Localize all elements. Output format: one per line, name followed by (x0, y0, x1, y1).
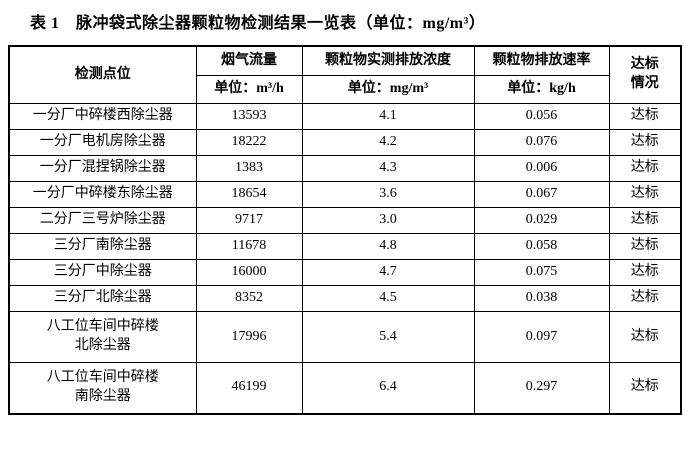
cell-point: 一分厂中碎楼东除尘器 (8, 181, 197, 208)
cell-rate: 0.029 (473, 207, 610, 234)
results-table: 检测点位 烟气流量 颗粒物实测排放浓度 颗粒物排放速率 达标 情况 单位：m³/… (8, 45, 682, 415)
cell-rate: 0.006 (473, 155, 610, 182)
header-flow-name: 烟气流量 (195, 45, 303, 76)
header-concentration-unit: 单位：mg/m³ (301, 75, 475, 104)
header-point: 检测点位 (8, 45, 197, 104)
cell-flow: 11678 (195, 233, 303, 260)
cell-flow: 46199 (195, 362, 303, 414)
table-row: 三分厂南除尘器 11678 4.8 0.058 达标 (8, 233, 682, 260)
cell-rate: 0.076 (473, 129, 610, 156)
cell-point: 二分厂三号炉除尘器 (8, 207, 197, 234)
header-rate-name: 颗粒物排放速率 (473, 45, 610, 76)
cell-concentration: 5.4 (301, 311, 475, 363)
cell-concentration: 4.1 (301, 103, 475, 130)
table-row: 三分厂中除尘器 16000 4.7 0.075 达标 (8, 259, 682, 286)
cell-status: 达标 (608, 259, 682, 286)
header-row-1: 检测点位 烟气流量 颗粒物实测排放浓度 颗粒物排放速率 达标 情况 (8, 45, 682, 104)
cell-flow: 17996 (195, 311, 303, 363)
cell-point: 一分厂电机房除尘器 (8, 129, 197, 156)
table-row: 一分厂中碎楼东除尘器 18654 3.6 0.067 达标 (8, 181, 682, 208)
cell-flow: 16000 (195, 259, 303, 286)
cell-concentration: 4.5 (301, 285, 475, 312)
cell-point: 三分厂南除尘器 (8, 233, 197, 260)
cell-rate: 0.056 (473, 103, 610, 130)
cell-point: 三分厂北除尘器 (8, 285, 197, 312)
cell-flow: 1383 (195, 155, 303, 182)
cell-concentration: 4.7 (301, 259, 475, 286)
cell-flow: 8352 (195, 285, 303, 312)
cell-rate: 0.297 (473, 362, 610, 414)
cell-concentration: 4.8 (301, 233, 475, 260)
cell-concentration: 3.0 (301, 207, 475, 234)
cell-point: 三分厂中除尘器 (8, 259, 197, 286)
cell-status: 达标 (608, 285, 682, 312)
cell-flow: 13593 (195, 103, 303, 130)
cell-status: 达标 (608, 155, 682, 182)
cell-status: 达标 (608, 103, 682, 130)
cell-status: 达标 (608, 181, 682, 208)
cell-status: 达标 (608, 362, 682, 414)
cell-rate: 0.097 (473, 311, 610, 363)
page-title: 表 1 脉冲袋式除尘器颗粒物检测结果一览表（单位：mg/m³） (30, 15, 486, 32)
cell-status: 达标 (608, 207, 682, 234)
cell-status: 达标 (608, 129, 682, 156)
header-status: 达标 情况 (608, 45, 682, 104)
table-row: 八工位车间中碎楼 南除尘器 46199 6.4 0.297 达标 (8, 362, 682, 414)
table-row: 一分厂中碎楼西除尘器 13593 4.1 0.056 达标 (8, 103, 682, 130)
table-row: 二分厂三号炉除尘器 9717 3.0 0.029 达标 (8, 207, 682, 234)
header-flow-unit: 单位：m³/h (195, 75, 303, 104)
cell-concentration: 3.6 (301, 181, 475, 208)
cell-status: 达标 (608, 311, 682, 363)
cell-point: 八工位车间中碎楼 南除尘器 (8, 362, 197, 414)
header-rate-unit: 单位：kg/h (473, 75, 610, 104)
header-concentration-name: 颗粒物实测排放浓度 (301, 45, 475, 76)
cell-rate: 0.075 (473, 259, 610, 286)
cell-point: 一分厂中碎楼西除尘器 (8, 103, 197, 130)
table-row: 一分厂电机房除尘器 18222 4.2 0.076 达标 (8, 129, 682, 156)
header-row-2: 单位：m³/h 单位：mg/m³ 单位：kg/h (9, 75, 681, 104)
table-row: 一分厂混捏锅除尘器 1383 4.3 0.006 达标 (8, 155, 682, 182)
table-row: 三分厂北除尘器 8352 4.5 0.038 达标 (8, 285, 682, 312)
cell-flow: 18222 (195, 129, 303, 156)
cell-point: 一分厂混捏锅除尘器 (8, 155, 197, 182)
cell-rate: 0.038 (473, 285, 610, 312)
cell-concentration: 4.3 (301, 155, 475, 182)
cell-concentration: 6.4 (301, 362, 475, 414)
cell-concentration: 4.2 (301, 129, 475, 156)
table-body: 一分厂中碎楼西除尘器 13593 4.1 0.056 达标 一分厂电机房除尘器 … (8, 103, 682, 414)
cell-rate: 0.058 (473, 233, 610, 260)
cell-rate: 0.067 (473, 181, 610, 208)
cell-flow: 18654 (195, 181, 303, 208)
cell-status: 达标 (608, 233, 682, 260)
table-header: 检测点位 烟气流量 颗粒物实测排放浓度 颗粒物排放速率 达标 情况 单位：m³/… (8, 45, 682, 104)
cell-flow: 9717 (195, 207, 303, 234)
cell-point: 八工位车间中碎楼 北除尘器 (8, 311, 197, 363)
table-row: 八工位车间中碎楼 北除尘器 17996 5.4 0.097 达标 (8, 311, 682, 363)
